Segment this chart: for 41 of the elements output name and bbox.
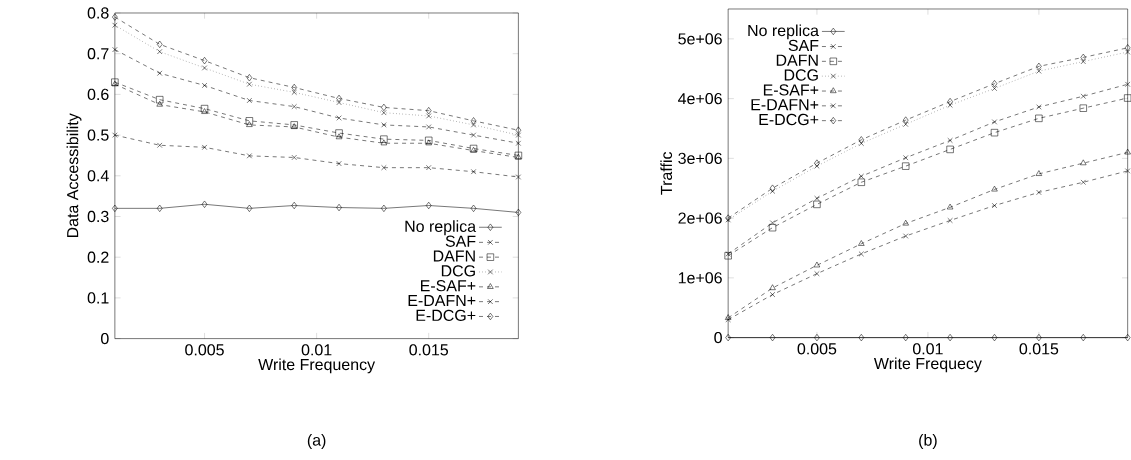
x-tick-label: 0.015 [409,343,449,356]
y-tick-label: 0.1 [87,292,109,304]
legend-label: DCG [441,264,475,277]
legend-label: SAF [445,235,476,247]
y-axis-title: Data Accessibility [66,113,82,237]
x-tick-label: 0.005 [797,342,837,355]
x-tick-label: 0.005 [185,343,224,356]
y-tick-label: 0.8 [87,7,109,19]
y-tick-label: 0.3 [87,210,109,222]
y-tick-label: 0.5 [87,129,109,141]
legend-label: E-DCG+ [416,309,476,321]
y-tick-label: 2e+06 [678,212,722,224]
x-tick-label: 0.015 [1019,342,1059,355]
legend-label: DAFN [433,250,475,262]
y-axis-title: Traffic [660,151,673,195]
legend-label: E-DCG+ [759,113,819,125]
y-tick-label: 4e+06 [678,92,722,105]
legend-label: DAFN [776,54,818,66]
y-tick-label: 0.6 [87,88,109,100]
y-tick-label: 0.7 [87,47,109,60]
text: (b) [919,433,937,449]
y-tick-label: 3e+06 [678,152,722,164]
y-tick-label: 0.2 [87,251,109,263]
legend-label: SAF [788,39,819,51]
y-tick-label: 0.4 [87,169,109,182]
legend-label: E-DAFN+ [751,98,819,110]
x-axis-title: Write Frequecy [873,357,982,373]
y-tick-label: 0 [714,331,722,344]
legend-label: E-DAFN+ [408,294,476,306]
legend-label: E-SAF+ [421,279,476,292]
y-tick-label: 1e+06 [678,271,722,284]
legend-label: DCG [784,69,818,81]
x-tick-label: 0.01 [301,343,332,356]
x-axis-title: Write Frequency [258,358,376,374]
y-tick-label: 5e+06 [678,33,722,45]
legend-label: E-SAF+ [763,84,819,96]
x-tick-label: 0.01 [912,342,943,355]
legend-label: No replica [405,220,477,235]
text: (a) [307,433,326,449]
legend-label: No replica [748,24,819,40]
y-tick-label: 0 [101,332,109,345]
